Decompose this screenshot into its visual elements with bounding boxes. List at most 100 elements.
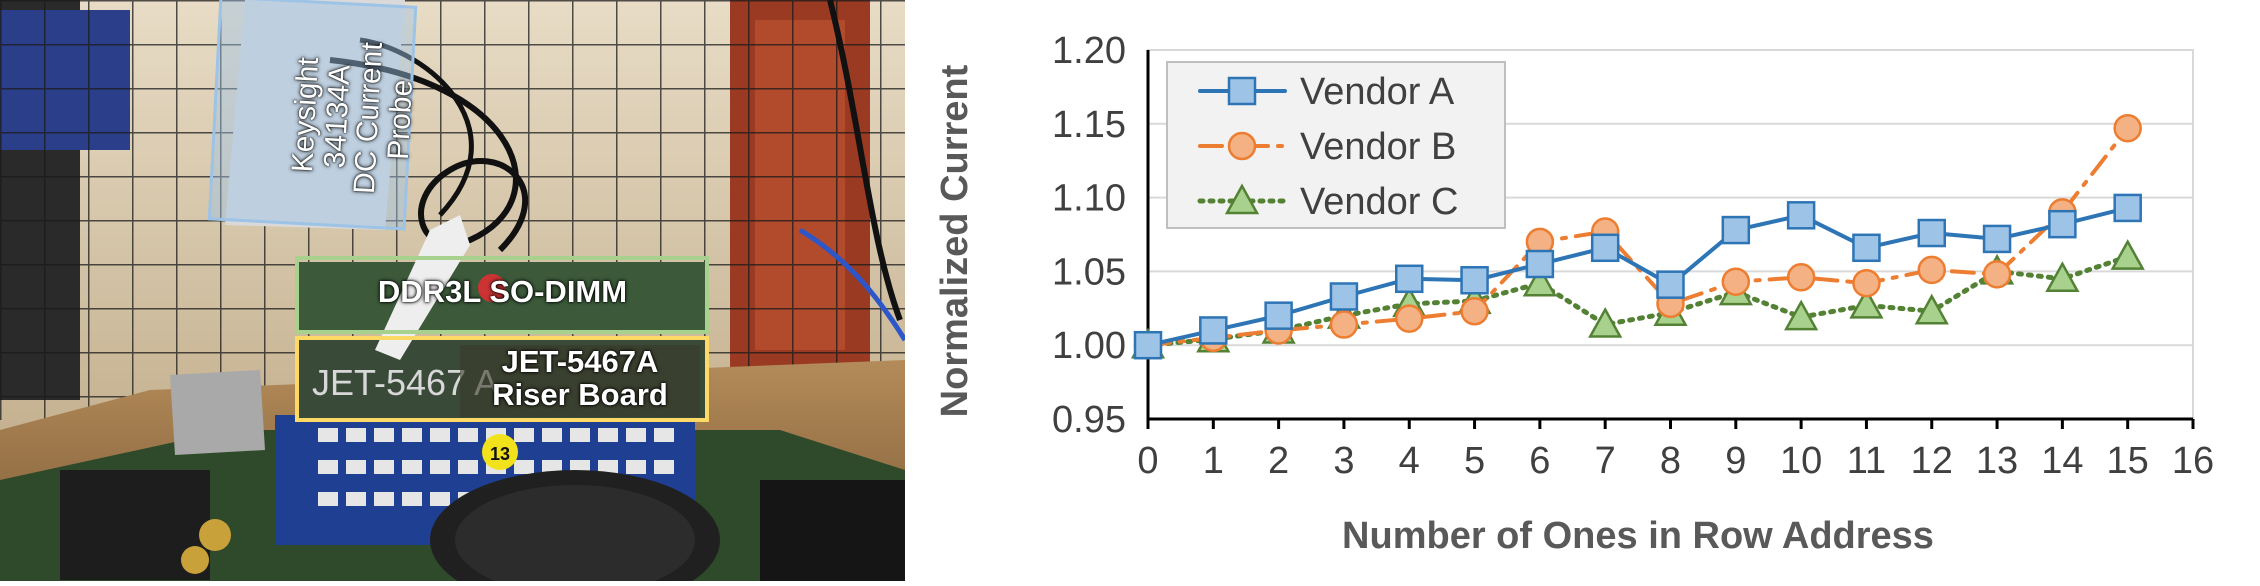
x-tick-label: 9 — [1725, 440, 1746, 482]
data-point — [2113, 193, 2142, 223]
x-tick-label: 16 — [2172, 440, 2214, 482]
y-tick-label: 1.20 — [1052, 30, 1126, 72]
riser-pad — [430, 428, 450, 442]
riser-pad — [430, 492, 450, 506]
line-chart: 0.951.001.051.101.151.20 0 1 2 3 4 5 6 7 8 9 10 11 1… — [934, 30, 2214, 557]
legend-label: Vendor B — [1300, 126, 1456, 168]
probe-highlight-box — [207, 0, 418, 231]
x-tick-label: 1 — [1203, 440, 1224, 482]
x-axis-label: Number of Ones in Row Address — [1342, 515, 1934, 557]
data-point — [2048, 209, 2077, 239]
data-point — [1849, 287, 1884, 319]
data-point — [1590, 233, 1620, 263]
riser-pad — [374, 428, 394, 442]
riser-pad — [598, 428, 618, 442]
data-point — [1721, 267, 1751, 296]
probe-label: Keysight 34134A DC Current Probe — [284, 0, 422, 240]
riser-pad — [542, 460, 562, 474]
riser-pad — [346, 428, 366, 442]
data-point — [1395, 264, 1424, 294]
x-tick-label: 4 — [1399, 440, 1420, 482]
data-point — [1784, 299, 1819, 331]
y-tick-label: 1.10 — [1052, 178, 1126, 220]
data-point — [1982, 224, 2012, 254]
x-tick-label: 15 — [2107, 440, 2149, 482]
data-point — [2113, 113, 2142, 143]
data-point — [1460, 266, 1489, 295]
data-point — [1522, 265, 1557, 297]
x-tick-label: 13 — [1976, 440, 2018, 482]
io-bracket — [170, 370, 265, 455]
data-point — [1588, 306, 1623, 338]
x-tick-label: 7 — [1595, 440, 1616, 482]
riser-pad — [654, 460, 674, 474]
riser-pad — [402, 428, 422, 442]
riser-pad — [514, 428, 534, 442]
riser-pad — [374, 460, 394, 474]
slot-number-text: 13 — [490, 444, 510, 464]
y-tick-label: 1.15 — [1052, 104, 1126, 146]
riser-pad — [570, 428, 590, 442]
data-point — [1852, 268, 1881, 298]
data-point — [1329, 282, 1359, 311]
legend-marker — [1224, 183, 1260, 215]
riser-pad — [402, 492, 422, 506]
current-probe — [225, 0, 405, 230]
data-point — [1656, 270, 1685, 299]
x-tick-label: 10 — [1780, 440, 1822, 482]
capacitor-2 — [181, 546, 209, 574]
riser-label-line: JET-5467A — [501, 344, 659, 379]
current-chart: 0.95 1.00 1.05 1.10 1.15 1.20 0 1 2 3 4 5 6 7 8 9 10 11 1… — [905, 0, 2260, 581]
riser-pad — [626, 460, 646, 474]
data-point — [1786, 263, 1816, 292]
data-point — [1917, 255, 1946, 285]
x-tick-label: 2 — [1268, 440, 1289, 482]
riser-pad — [626, 428, 646, 442]
legend-marker — [1227, 131, 1257, 161]
riser-label: JET-5467A Riser Board — [462, 344, 698, 412]
series-vendor-a — [1133, 193, 2142, 360]
riser-label-line: Riser Board — [492, 376, 668, 412]
riser-pad — [458, 460, 478, 474]
data-point — [2045, 261, 2080, 293]
data-point — [1329, 310, 1359, 339]
y-tick-label: 0.95 — [1052, 399, 1126, 441]
x-tick-label: 12 — [1911, 440, 1953, 482]
data-point — [1264, 301, 1293, 330]
legend: Vendor A Vendor B Vendor C — [1166, 61, 1506, 229]
data-point — [2110, 239, 2145, 270]
slot-number-badge — [482, 434, 518, 470]
cpu-fan-inner — [455, 485, 695, 581]
series-group — [1130, 113, 2145, 360]
riser-pad — [318, 460, 338, 474]
riser-pad — [318, 492, 338, 506]
x-tick-label: 14 — [2041, 440, 2083, 482]
riser-highlight-box — [295, 336, 709, 422]
data-point — [1525, 249, 1555, 279]
data-point — [1199, 316, 1228, 345]
riser-pad — [430, 460, 450, 474]
riser-pad — [598, 460, 618, 474]
blue-cable — [798, 227, 905, 342]
legend-marker — [1227, 76, 1257, 106]
x-tick-label: 5 — [1464, 440, 1485, 482]
legend-label: Vendor A — [1300, 71, 1455, 113]
riser-pad — [374, 492, 394, 506]
capacitor-1 — [199, 519, 231, 551]
data-point — [1852, 233, 1881, 263]
y-axis-label: Normalized Current — [934, 64, 976, 417]
data-point — [1982, 260, 2012, 289]
y-tick-label: 1.00 — [1052, 325, 1126, 367]
data-point — [1133, 330, 1163, 360]
x-tick-label: 0 — [1137, 440, 1158, 482]
data-point — [1460, 297, 1489, 326]
riser-pad — [346, 492, 366, 506]
red-sticker — [478, 274, 506, 302]
x-tick-label: 3 — [1333, 440, 1354, 482]
probe-clamp — [375, 215, 470, 360]
riser-pad — [402, 460, 422, 474]
riser-pad — [318, 428, 338, 442]
experimental-setup-photo: 13 JET-5467 A Keysight 34134A DC Current… — [0, 0, 905, 581]
right-cable — [827, 0, 903, 322]
series-line — [1146, 205, 2130, 348]
